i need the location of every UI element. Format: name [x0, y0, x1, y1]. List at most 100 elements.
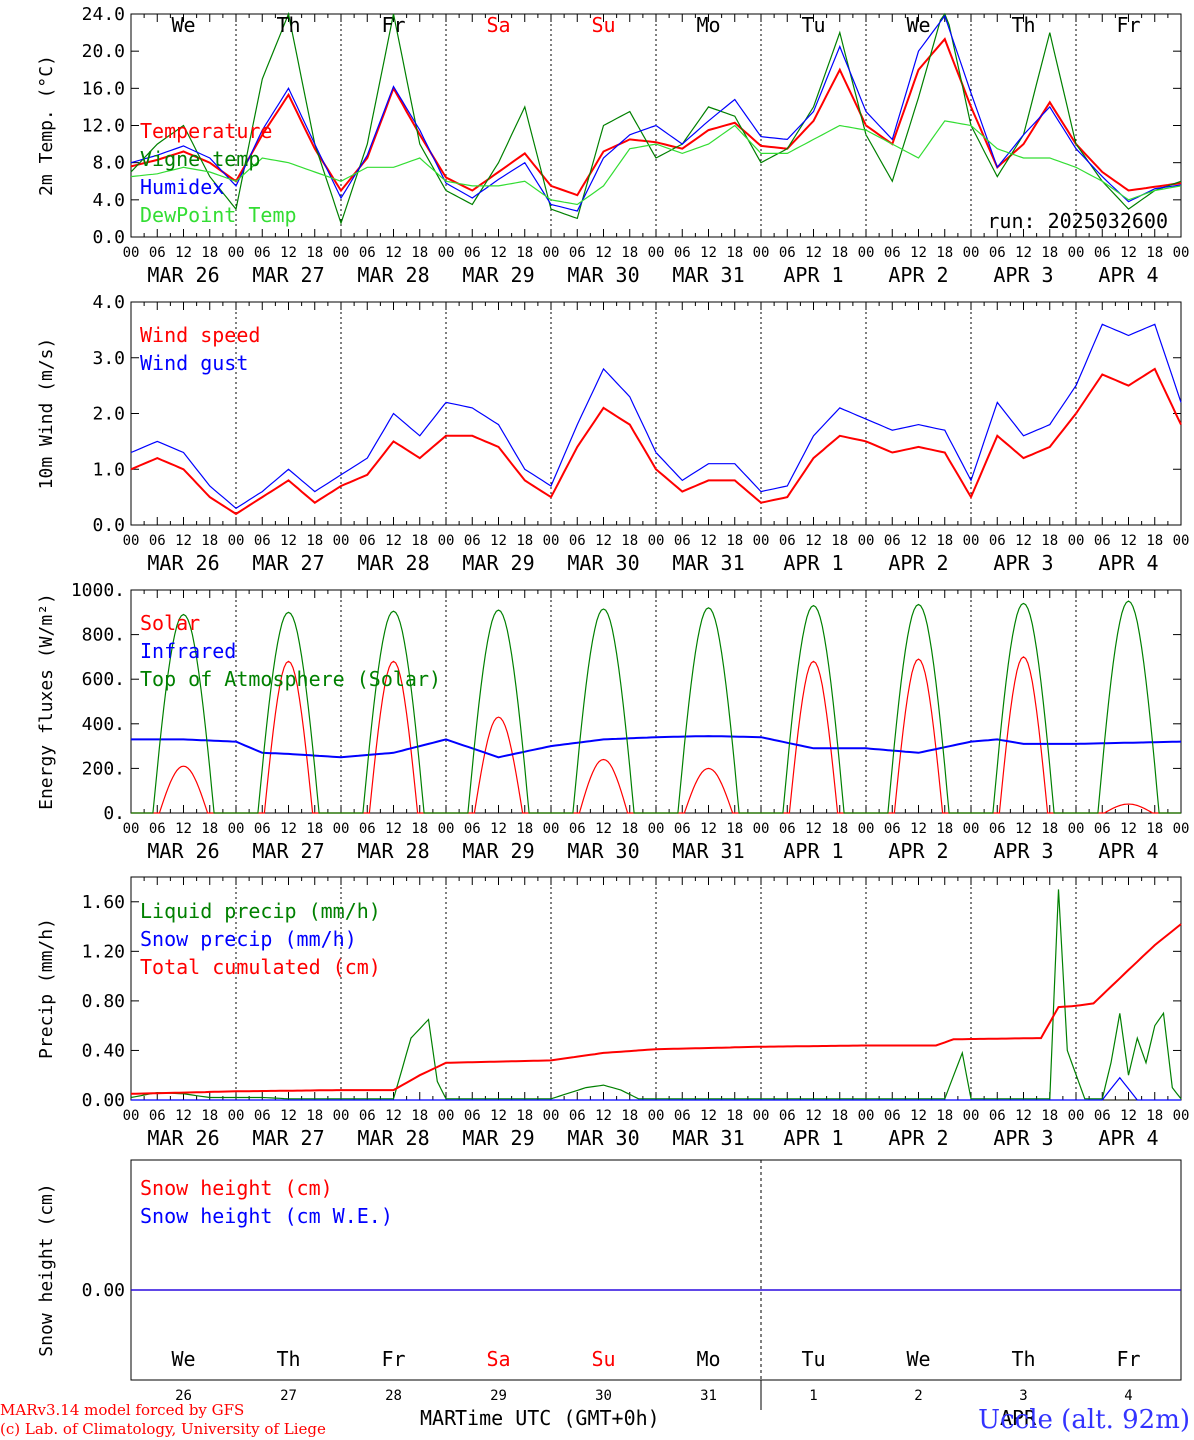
hour-tick-label: 06	[569, 1108, 586, 1124]
hour-tick-label: 12	[175, 533, 192, 549]
date-label: MAR 29	[462, 1126, 534, 1150]
day-letter: Su	[591, 1347, 615, 1371]
y-tick-label: 0.00	[82, 1090, 125, 1111]
hour-tick-label: 18	[1146, 821, 1163, 837]
hour-tick-label: 06	[254, 1108, 271, 1124]
day-letter: Mo	[696, 1347, 720, 1371]
hour-tick-label: 06	[1094, 821, 1111, 837]
hour-tick-label: 00	[333, 821, 350, 837]
model-credit: MARv3.14 model forced by GFS	[0, 1401, 244, 1419]
legend-entry: Liquid precip (mm/h)	[140, 899, 381, 923]
day-letter: We	[171, 13, 195, 37]
hour-tick-label: 18	[411, 821, 428, 837]
hour-tick-label: 00	[123, 821, 140, 837]
hour-tick-label: 06	[569, 245, 586, 261]
hour-tick-label: 00	[333, 245, 350, 261]
hour-tick-label: 18	[621, 1108, 638, 1124]
day-number-label: 4	[1124, 1388, 1132, 1404]
hour-tick-label: 12	[280, 821, 297, 837]
y-axis-label: Snow height (cm)	[36, 1183, 57, 1356]
y-tick-label: 1.60	[82, 892, 125, 913]
run-label: run: 2025032600	[987, 209, 1168, 233]
hour-tick-label: 12	[805, 821, 822, 837]
hour-tick-label: 12	[1120, 1108, 1137, 1124]
series-line	[130, 14, 1182, 212]
hour-tick-label: 06	[779, 1108, 796, 1124]
hour-tick-label: 18	[306, 533, 323, 549]
date-label: MAR 28	[357, 839, 429, 863]
hour-tick-label: 18	[621, 245, 638, 261]
hour-tick-label: 00	[858, 533, 875, 549]
hour-tick-label: 06	[149, 533, 166, 549]
series-line	[131, 600, 1181, 814]
date-label: APR 2	[888, 263, 948, 287]
date-label: MAR 27	[252, 1126, 324, 1150]
hour-tick-label: 12	[910, 821, 927, 837]
legend-entry: Temperature	[140, 119, 272, 143]
day-letter: Tu	[801, 1347, 825, 1371]
hour-tick-label: 12	[490, 245, 507, 261]
day-number-label: 29	[490, 1388, 507, 1404]
hour-tick-label: 12	[805, 245, 822, 261]
hour-tick-label: 00	[648, 245, 665, 261]
date-label: APR 4	[1098, 551, 1158, 575]
legend-entry: Wind gust	[140, 351, 248, 375]
date-label: APR 4	[1098, 839, 1158, 863]
day-number-label: 27	[280, 1388, 297, 1404]
hour-tick-label: 12	[700, 821, 717, 837]
hour-tick-label: 00	[228, 1108, 245, 1124]
hour-tick-label: 12	[280, 245, 297, 261]
hour-tick-label: 12	[1015, 1108, 1032, 1124]
hour-tick-label: 00	[963, 1108, 980, 1124]
date-label: MAR 30	[567, 263, 639, 287]
hour-tick-label: 06	[884, 1108, 901, 1124]
hour-tick-label: 18	[726, 1108, 743, 1124]
y-tick-label: 600.	[82, 669, 125, 690]
hour-tick-label: 00	[858, 821, 875, 837]
date-label: APR 1	[783, 1126, 843, 1150]
hour-tick-label: 18	[411, 533, 428, 549]
y-tick-label: 0.0	[92, 227, 125, 248]
day-number-label: 3	[1019, 1388, 1027, 1404]
panel-2: 0.0 1.0 2.0 3.0 4.0 10m Wind (m/s) Wind speed W…	[36, 292, 1189, 575]
hour-tick-label: 06	[989, 245, 1006, 261]
hour-tick-label: 00	[1068, 821, 1085, 837]
hour-tick-label: 18	[516, 533, 533, 549]
y-tick-label: 16.0	[82, 78, 125, 99]
hour-tick-label: 06	[674, 1108, 691, 1124]
hour-tick-label: 00	[228, 821, 245, 837]
date-label: APR 3	[993, 1126, 1053, 1150]
hour-tick-label: 12	[1120, 245, 1137, 261]
hour-tick-label: 00	[123, 245, 140, 261]
series-line	[130, 889, 1182, 1100]
hour-tick-label: 18	[516, 245, 533, 261]
hour-tick-label: 18	[411, 1108, 428, 1124]
date-label: APR 1	[783, 263, 843, 287]
lab-credit: (c) Lab. of Climatology, University of L…	[0, 1420, 326, 1438]
hour-tick-label: 12	[805, 1108, 822, 1124]
hour-tick-label: 12	[1015, 245, 1032, 261]
day-letter: Su	[591, 13, 615, 37]
hour-tick-label: 18	[936, 821, 953, 837]
hour-tick-label: 00	[858, 245, 875, 261]
y-tick-label: 1.0	[92, 459, 125, 480]
day-letter: Sa	[486, 1347, 510, 1371]
legend-entry: Infrared	[140, 639, 236, 663]
date-label: MAR 31	[672, 263, 744, 287]
series-line	[131, 1076, 1181, 1101]
date-label: MAR 26	[147, 551, 219, 575]
day-letter: Fr	[381, 13, 405, 37]
hour-tick-label: 12	[595, 533, 612, 549]
day-letter: We	[171, 1347, 195, 1371]
hour-tick-label: 06	[359, 1108, 376, 1124]
y-tick-label: 3.0	[92, 348, 125, 369]
hour-tick-label: 00	[438, 245, 455, 261]
hour-tick-label: 18	[201, 821, 218, 837]
day-number-label: 30	[595, 1388, 612, 1404]
hour-tick-label: 00	[1068, 245, 1085, 261]
hour-tick-label: 00	[753, 1108, 770, 1124]
date-label: MAR 27	[252, 551, 324, 575]
legend-entry: Snow precip (mm/h)	[140, 927, 357, 951]
hour-tick-label: 18	[201, 533, 218, 549]
hour-tick-label: 06	[989, 533, 1006, 549]
